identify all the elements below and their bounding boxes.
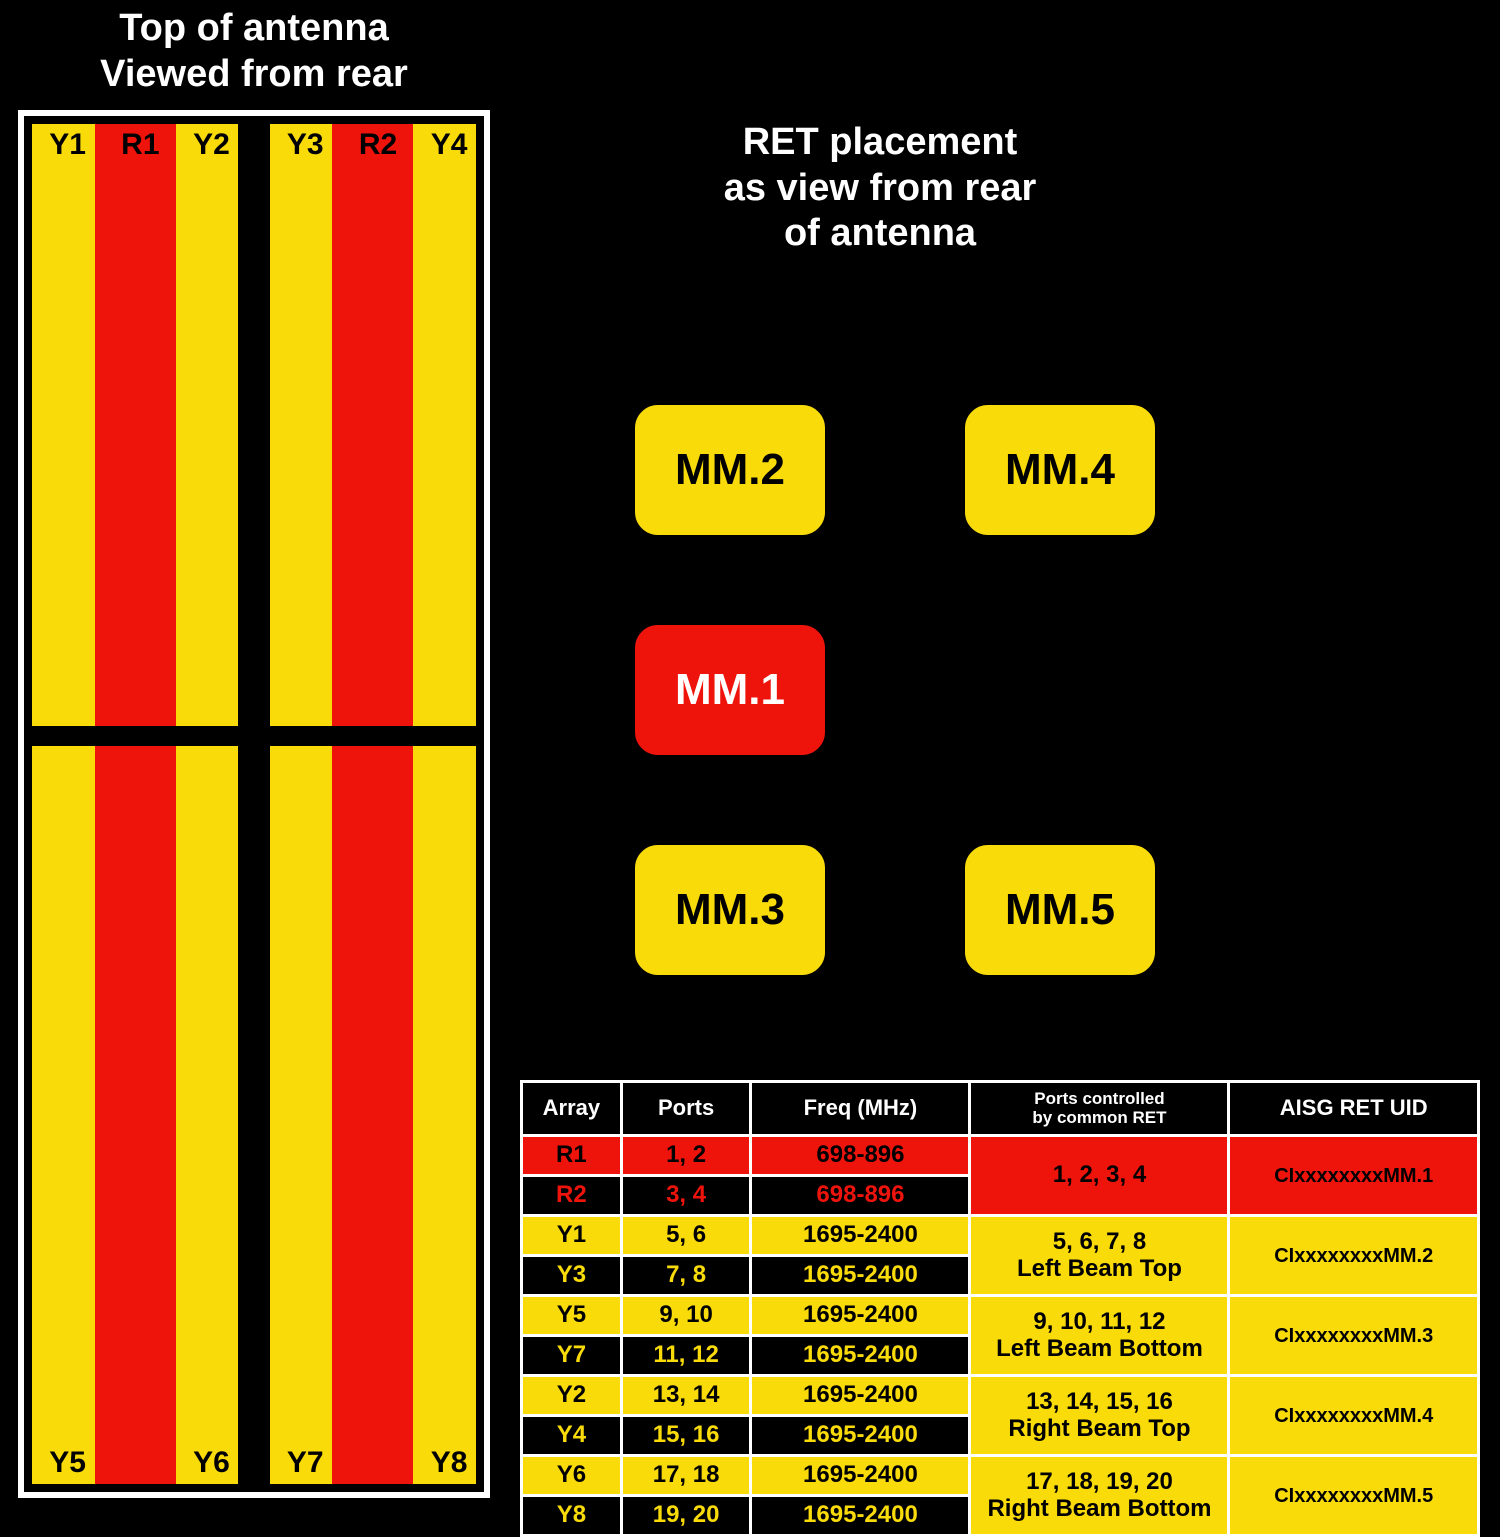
table-row: R11, 2698-8961, 2, 3, 4CIxxxxxxxxMM.1 <box>522 1136 1479 1176</box>
column-label: Y4 <box>431 128 468 162</box>
antenna-column <box>32 124 95 726</box>
column-label: Y3 <box>287 128 324 162</box>
table-row: Y617, 181695-240017, 18, 19, 20Right Bea… <box>522 1456 1479 1496</box>
column-label: Y5 <box>49 1446 86 1480</box>
cell-uid: CIxxxxxxxxMM.3 <box>1229 1296 1479 1376</box>
table-row: Y15, 61695-24005, 6, 7, 8Left Beam TopCI… <box>522 1216 1479 1256</box>
left-title-line2: Viewed from rear <box>100 53 408 95</box>
column-label: R2 <box>359 128 397 162</box>
right-title-line2: as view from rear <box>724 167 1037 209</box>
antenna-column <box>32 746 95 1484</box>
cell-ports-controlled: 1, 2, 3, 4 <box>970 1136 1229 1216</box>
cell-uid: CIxxxxxxxxMM.4 <box>1229 1376 1479 1456</box>
cell-freq: 1695-2400 <box>751 1416 970 1456</box>
table-header: Ports controlledby common RET <box>970 1082 1229 1136</box>
antenna-column <box>176 124 239 726</box>
cell-freq: 1695-2400 <box>751 1456 970 1496</box>
antenna-column <box>332 124 413 726</box>
column-label: Y1 <box>49 128 86 162</box>
cell-freq: 1695-2400 <box>751 1256 970 1296</box>
ret-box: MM.4 <box>960 400 1160 540</box>
cell-ports: 3, 4 <box>621 1176 751 1216</box>
cell-ports: 11, 12 <box>621 1336 751 1376</box>
right-title-line3: of antenna <box>784 212 976 254</box>
cell-array: Y4 <box>522 1416 622 1456</box>
cell-ports-controlled: 9, 10, 11, 12Left Beam Bottom <box>970 1296 1229 1376</box>
cell-uid: CIxxxxxxxxMM.1 <box>1229 1136 1479 1216</box>
column-label: Y7 <box>287 1446 324 1480</box>
cell-freq: 698-896 <box>751 1136 970 1176</box>
cell-array: Y1 <box>522 1216 622 1256</box>
table-row: Y213, 141695-240013, 14, 15, 16Right Bea… <box>522 1376 1479 1416</box>
cell-ports: 5, 6 <box>621 1216 751 1256</box>
antenna-column <box>413 124 476 726</box>
cell-freq: 698-896 <box>751 1176 970 1216</box>
antenna-column <box>413 746 476 1484</box>
antenna-column <box>238 746 269 1484</box>
antenna-column <box>95 124 176 726</box>
cell-freq: 1695-2400 <box>751 1336 970 1376</box>
cell-ports-controlled: 17, 18, 19, 20Right Beam Bottom <box>970 1456 1229 1536</box>
cell-ports: 9, 10 <box>621 1296 751 1336</box>
antenna-half: Y5 Y6 Y7 Y8 <box>32 746 476 1484</box>
column-label: R1 <box>121 128 159 162</box>
cell-array: Y2 <box>522 1376 622 1416</box>
table-header: Ports <box>621 1082 751 1136</box>
table-header: Freq (MHz) <box>751 1082 970 1136</box>
cell-ports: 13, 14 <box>621 1376 751 1416</box>
ret-box: MM.2 <box>630 400 830 540</box>
cell-ports: 15, 16 <box>621 1416 751 1456</box>
ret-box: MM.3 <box>630 840 830 980</box>
antenna-column <box>95 746 176 1484</box>
cell-uid: CIxxxxxxxxMM.2 <box>1229 1216 1479 1296</box>
cell-uid: CIxxxxxxxxMM.5 <box>1229 1456 1479 1536</box>
antenna-column <box>176 746 239 1484</box>
antenna-diagram: Y1 R1 Y2 Y3 R2 Y4 Y5 Y6 Y7 Y8 <box>18 110 490 1498</box>
right-title: RET placement as view from rear of anten… <box>560 120 1200 257</box>
table-row: Y59, 101695-24009, 10, 11, 12Left Beam B… <box>522 1296 1479 1336</box>
cell-ports: 7, 8 <box>621 1256 751 1296</box>
antenna-column <box>332 746 413 1484</box>
left-title-line1: Top of antenna <box>119 7 389 49</box>
cell-freq: 1695-2400 <box>751 1376 970 1416</box>
column-label: Y6 <box>193 1446 230 1480</box>
array-port-table: ArrayPortsFreq (MHz)Ports controlledby c… <box>520 1080 1480 1537</box>
cell-array: Y5 <box>522 1296 622 1336</box>
cell-ports: 1, 2 <box>621 1136 751 1176</box>
cell-freq: 1695-2400 <box>751 1296 970 1336</box>
antenna-column <box>270 746 333 1484</box>
cell-array: R1 <box>522 1136 622 1176</box>
column-label: Y8 <box>431 1446 468 1480</box>
table-header: AISG RET UID <box>1229 1082 1479 1136</box>
cell-ports-controlled: 13, 14, 15, 16Right Beam Top <box>970 1376 1229 1456</box>
cell-array: Y7 <box>522 1336 622 1376</box>
antenna-half: Y1 R1 Y2 Y3 R2 Y4 <box>32 124 476 726</box>
left-title: Top of antenna Viewed from rear <box>18 6 490 97</box>
ret-box: MM.1 <box>630 620 830 760</box>
cell-freq: 1695-2400 <box>751 1216 970 1256</box>
cell-array: R2 <box>522 1176 622 1216</box>
cell-array: Y6 <box>522 1456 622 1496</box>
table-header: Array <box>522 1082 622 1136</box>
cell-ports-controlled: 5, 6, 7, 8Left Beam Top <box>970 1216 1229 1296</box>
cell-ports: 17, 18 <box>621 1456 751 1496</box>
antenna-column <box>270 124 333 726</box>
antenna-column <box>238 124 269 726</box>
ret-box: MM.5 <box>960 840 1160 980</box>
cell-array: Y3 <box>522 1256 622 1296</box>
column-label: Y2 <box>193 128 230 162</box>
right-title-line1: RET placement <box>743 121 1018 163</box>
